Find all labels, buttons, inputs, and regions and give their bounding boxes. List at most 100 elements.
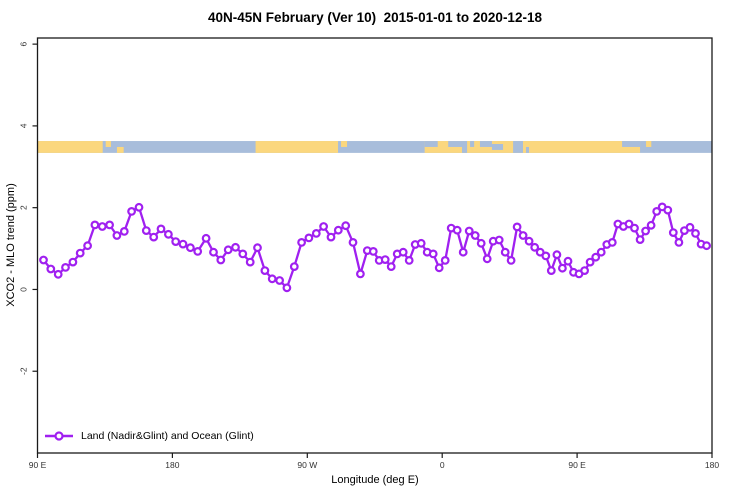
data-point — [319, 222, 329, 231]
data-point — [464, 226, 474, 236]
map-strip-land-segment — [37, 141, 103, 153]
data-point — [546, 266, 556, 276]
data-point — [282, 283, 292, 293]
data-point — [368, 246, 378, 256]
x-tick-label: 180 — [705, 460, 719, 470]
x-tick-label: 180 — [165, 460, 179, 470]
data-point — [178, 239, 188, 249]
data-point — [267, 274, 277, 284]
data-point — [223, 245, 233, 255]
data-point — [209, 247, 218, 257]
map-strip-land-segment — [341, 141, 348, 147]
map-strip-land-segment — [424, 141, 641, 153]
data-point — [112, 231, 122, 240]
data-point — [141, 226, 151, 236]
data-point — [289, 262, 299, 272]
map-strip-ocean-patch — [513, 141, 523, 153]
legend-marker-icon — [45, 431, 73, 441]
data-point — [238, 249, 248, 259]
map-strip-ocean-patch — [622, 141, 641, 147]
x-tick-label: 90 E — [568, 460, 586, 470]
data-point — [530, 242, 540, 252]
y-tick-label: 2 — [19, 205, 29, 210]
data-point — [216, 255, 226, 265]
chart-title: 40N-45N February (Ver 10) 2015-01-01 to … — [208, 10, 542, 25]
data-point — [386, 262, 396, 272]
data-point — [630, 223, 639, 233]
data-point — [646, 220, 656, 230]
map-strip-land-segment — [255, 141, 339, 153]
data-point — [304, 233, 314, 243]
data-point — [580, 266, 589, 276]
map-strip-ocean-patch — [470, 141, 475, 147]
y-tick-label: 4 — [19, 123, 29, 128]
data-point — [163, 229, 173, 239]
data-point — [380, 255, 390, 265]
map-strip-ocean-patch — [461, 141, 468, 153]
map-strip-ocean-patch — [448, 141, 462, 147]
data-point — [506, 256, 516, 265]
data-point — [333, 225, 343, 235]
legend: Land (Nadir&Glint) and Ocean (Glint) — [44, 429, 254, 443]
data-point — [452, 225, 462, 235]
data-point — [341, 221, 351, 231]
data-point — [156, 224, 166, 234]
data-point — [607, 237, 617, 247]
data-point — [46, 264, 56, 274]
data-point — [558, 263, 567, 273]
data-point — [470, 231, 480, 240]
data-point — [105, 220, 114, 230]
data-point — [476, 238, 486, 248]
data-point — [702, 241, 711, 251]
data-point — [39, 255, 48, 265]
data-point — [119, 226, 129, 236]
plot-frame — [36, 37, 713, 454]
data-point — [193, 246, 203, 256]
data-point — [53, 269, 63, 279]
data-point — [260, 266, 270, 276]
y-tick-label: -2 — [19, 367, 29, 375]
data-point — [326, 232, 336, 242]
data-point — [440, 256, 450, 265]
data-point — [404, 256, 414, 265]
data-point — [482, 254, 492, 264]
data-point — [275, 276, 285, 285]
x-tick-label: 90 E — [29, 460, 47, 470]
map-strip-ocean-patch — [525, 146, 529, 153]
x-axis-label: Longitude (deg E) — [331, 474, 419, 486]
map-strip-ocean-patch — [424, 141, 438, 147]
data-point — [201, 233, 211, 243]
data-point — [552, 250, 562, 260]
data-point — [311, 228, 321, 238]
map-strip-ocean-patch — [479, 141, 492, 147]
data-point — [68, 257, 78, 267]
data-point — [524, 236, 534, 246]
y-tick-label: 6 — [19, 42, 29, 47]
data-point — [500, 247, 510, 257]
data-point — [75, 248, 85, 258]
y-axis-label: XCO2 - MLO trend (ppm) — [5, 183, 17, 307]
map-strip-ocean-patch — [491, 143, 504, 150]
data-point — [591, 252, 601, 262]
data-point — [494, 235, 504, 245]
map-strip-land-segment — [116, 146, 124, 153]
data-point — [97, 222, 107, 231]
data-point — [663, 205, 673, 215]
data-point — [652, 206, 662, 216]
x-tick-label: 90 W — [297, 460, 317, 470]
data-point — [512, 222, 522, 232]
data-point — [596, 247, 606, 257]
data-point — [668, 228, 678, 238]
map-strip-land-segment — [105, 141, 111, 147]
data-point — [585, 257, 595, 267]
data-point — [171, 237, 181, 247]
data-point — [83, 241, 92, 251]
data-point — [641, 226, 650, 236]
data-point — [674, 237, 684, 247]
y-tick-label: 0 — [19, 287, 29, 292]
data-point — [356, 269, 365, 279]
data-point — [134, 202, 144, 212]
data-point — [624, 219, 634, 229]
